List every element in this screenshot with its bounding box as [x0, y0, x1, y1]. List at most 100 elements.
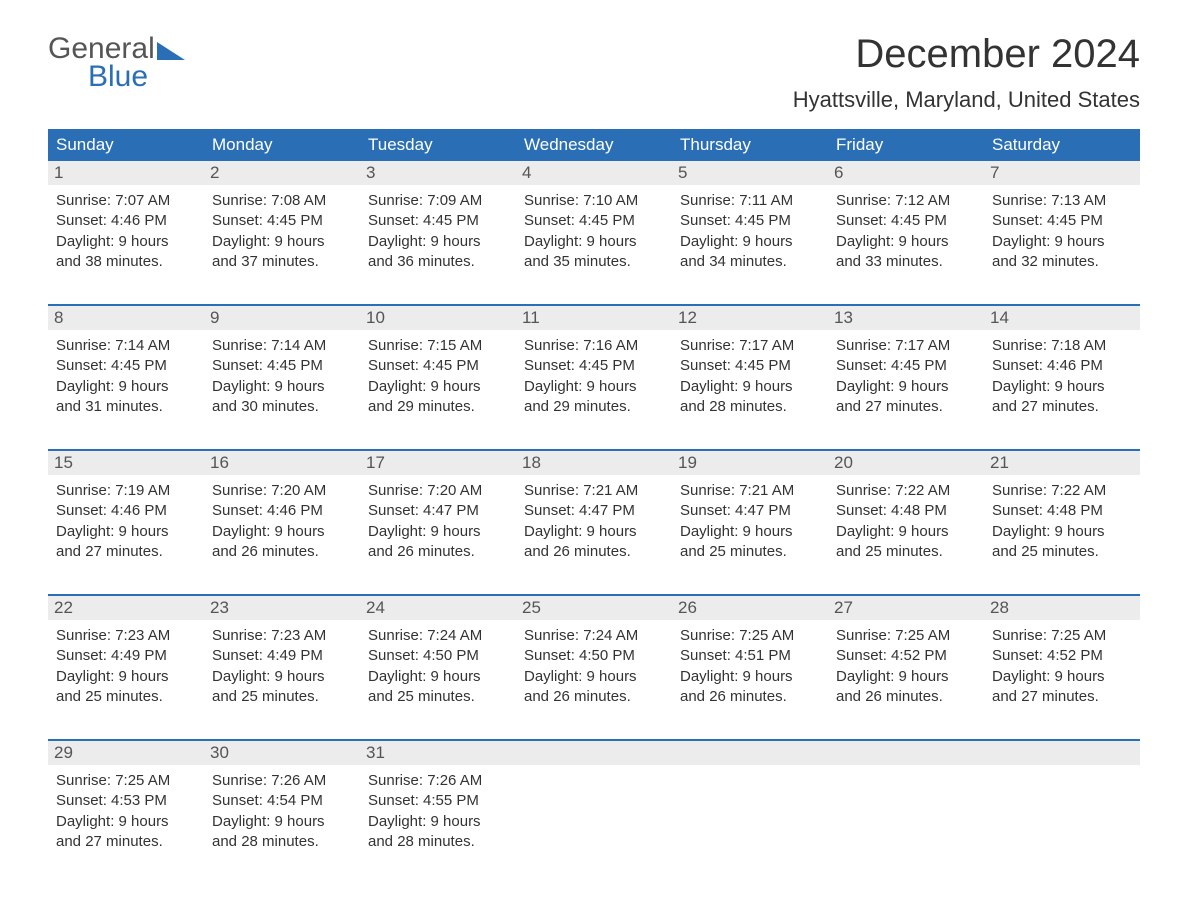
daylight-line2: and 25 minutes. — [836, 542, 976, 562]
day-number: 30 — [204, 741, 360, 765]
sunset-text: Sunset: 4:52 PM — [836, 646, 976, 666]
sunrise-text: Sunrise: 7:25 AM — [992, 626, 1132, 646]
day-content: Sunrise: 7:18 AMSunset: 4:46 PMDaylight:… — [984, 330, 1140, 417]
sunrise-text: Sunrise: 7:19 AM — [56, 481, 196, 501]
day-header: Sunday — [48, 129, 204, 161]
day-cell: 24Sunrise: 7:24 AMSunset: 4:50 PMDayligh… — [360, 596, 516, 719]
logo: General Blue — [48, 32, 185, 94]
day-number: 16 — [204, 451, 360, 475]
day-number: 6 — [828, 161, 984, 185]
day-content: Sunrise: 7:20 AMSunset: 4:47 PMDaylight:… — [360, 475, 516, 562]
day-number: 14 — [984, 306, 1140, 330]
daylight-line2: and 26 minutes. — [680, 687, 820, 707]
week-row: 22Sunrise: 7:23 AMSunset: 4:49 PMDayligh… — [48, 594, 1140, 719]
day-content: Sunrise: 7:24 AMSunset: 4:50 PMDaylight:… — [360, 620, 516, 707]
sunset-text: Sunset: 4:46 PM — [212, 501, 352, 521]
sunset-text: Sunset: 4:48 PM — [836, 501, 976, 521]
daylight-line1: Daylight: 9 hours — [680, 522, 820, 542]
sunrise-text: Sunrise: 7:24 AM — [368, 626, 508, 646]
day-header: Wednesday — [516, 129, 672, 161]
day-number: 10 — [360, 306, 516, 330]
daylight-line1: Daylight: 9 hours — [212, 232, 352, 252]
week-row: 29Sunrise: 7:25 AMSunset: 4:53 PMDayligh… — [48, 739, 1140, 864]
sunrise-text: Sunrise: 7:14 AM — [56, 336, 196, 356]
day-content: Sunrise: 7:10 AMSunset: 4:45 PMDaylight:… — [516, 185, 672, 272]
day-content: Sunrise: 7:25 AMSunset: 4:52 PMDaylight:… — [828, 620, 984, 707]
day-number: 18 — [516, 451, 672, 475]
daylight-line1: Daylight: 9 hours — [56, 232, 196, 252]
daylight-line2: and 25 minutes. — [212, 687, 352, 707]
sunrise-text: Sunrise: 7:26 AM — [368, 771, 508, 791]
day-content: Sunrise: 7:08 AMSunset: 4:45 PMDaylight:… — [204, 185, 360, 272]
day-cell: 15Sunrise: 7:19 AMSunset: 4:46 PMDayligh… — [48, 451, 204, 574]
day-cell: 5Sunrise: 7:11 AMSunset: 4:45 PMDaylight… — [672, 161, 828, 284]
sunset-text: Sunset: 4:45 PM — [680, 356, 820, 376]
sunrise-text: Sunrise: 7:16 AM — [524, 336, 664, 356]
daylight-line2: and 28 minutes. — [680, 397, 820, 417]
daylight-line1: Daylight: 9 hours — [56, 377, 196, 397]
day-cell: 18Sunrise: 7:21 AMSunset: 4:47 PMDayligh… — [516, 451, 672, 574]
day-cell: 8Sunrise: 7:14 AMSunset: 4:45 PMDaylight… — [48, 306, 204, 429]
sunrise-text: Sunrise: 7:18 AM — [992, 336, 1132, 356]
sunrise-text: Sunrise: 7:21 AM — [680, 481, 820, 501]
day-number: 9 — [204, 306, 360, 330]
sunrise-text: Sunrise: 7:21 AM — [524, 481, 664, 501]
daylight-line1: Daylight: 9 hours — [368, 232, 508, 252]
day-cell: 9Sunrise: 7:14 AMSunset: 4:45 PMDaylight… — [204, 306, 360, 429]
daylight-line1: Daylight: 9 hours — [836, 377, 976, 397]
sunset-text: Sunset: 4:45 PM — [524, 211, 664, 231]
page-header: General Blue December 2024 Hyattsville, … — [48, 32, 1140, 113]
daylight-line2: and 26 minutes. — [212, 542, 352, 562]
daylight-line1: Daylight: 9 hours — [836, 522, 976, 542]
sunset-text: Sunset: 4:54 PM — [212, 791, 352, 811]
sunset-text: Sunset: 4:49 PM — [56, 646, 196, 666]
day-cell: 25Sunrise: 7:24 AMSunset: 4:50 PMDayligh… — [516, 596, 672, 719]
day-number: 3 — [360, 161, 516, 185]
day-cell: 20Sunrise: 7:22 AMSunset: 4:48 PMDayligh… — [828, 451, 984, 574]
day-cell: 10Sunrise: 7:15 AMSunset: 4:45 PMDayligh… — [360, 306, 516, 429]
sunset-text: Sunset: 4:45 PM — [212, 356, 352, 376]
day-cell: 11Sunrise: 7:16 AMSunset: 4:45 PMDayligh… — [516, 306, 672, 429]
day-number — [672, 741, 828, 765]
daylight-line1: Daylight: 9 hours — [524, 522, 664, 542]
sunset-text: Sunset: 4:50 PM — [368, 646, 508, 666]
sunset-text: Sunset: 4:47 PM — [368, 501, 508, 521]
daylight-line1: Daylight: 9 hours — [212, 377, 352, 397]
sunrise-text: Sunrise: 7:22 AM — [836, 481, 976, 501]
logo-word-blue: Blue — [88, 60, 148, 94]
sunrise-text: Sunrise: 7:24 AM — [524, 626, 664, 646]
daylight-line2: and 26 minutes. — [524, 687, 664, 707]
day-cell: 19Sunrise: 7:21 AMSunset: 4:47 PMDayligh… — [672, 451, 828, 574]
day-cell: 13Sunrise: 7:17 AMSunset: 4:45 PMDayligh… — [828, 306, 984, 429]
day-content: Sunrise: 7:25 AMSunset: 4:51 PMDaylight:… — [672, 620, 828, 707]
daylight-line2: and 27 minutes. — [992, 687, 1132, 707]
day-number: 13 — [828, 306, 984, 330]
daylight-line2: and 25 minutes. — [368, 687, 508, 707]
day-number: 22 — [48, 596, 204, 620]
daylight-line1: Daylight: 9 hours — [992, 232, 1132, 252]
day-content: Sunrise: 7:13 AMSunset: 4:45 PMDaylight:… — [984, 185, 1140, 272]
daylight-line1: Daylight: 9 hours — [212, 667, 352, 687]
weeks-container: 1Sunrise: 7:07 AMSunset: 4:46 PMDaylight… — [48, 161, 1140, 864]
sunrise-text: Sunrise: 7:17 AM — [680, 336, 820, 356]
daylight-line2: and 25 minutes. — [680, 542, 820, 562]
day-content: Sunrise: 7:12 AMSunset: 4:45 PMDaylight:… — [828, 185, 984, 272]
sunrise-text: Sunrise: 7:11 AM — [680, 191, 820, 211]
day-content: Sunrise: 7:23 AMSunset: 4:49 PMDaylight:… — [48, 620, 204, 707]
daylight-line2: and 27 minutes. — [836, 397, 976, 417]
day-number — [984, 741, 1140, 765]
daylight-line1: Daylight: 9 hours — [524, 667, 664, 687]
week-row: 15Sunrise: 7:19 AMSunset: 4:46 PMDayligh… — [48, 449, 1140, 574]
day-number: 23 — [204, 596, 360, 620]
sunset-text: Sunset: 4:45 PM — [836, 211, 976, 231]
day-content: Sunrise: 7:23 AMSunset: 4:49 PMDaylight:… — [204, 620, 360, 707]
daylight-line2: and 27 minutes. — [56, 542, 196, 562]
daylight-line1: Daylight: 9 hours — [368, 522, 508, 542]
daylight-line2: and 31 minutes. — [56, 397, 196, 417]
week-row: 8Sunrise: 7:14 AMSunset: 4:45 PMDaylight… — [48, 304, 1140, 429]
day-number: 26 — [672, 596, 828, 620]
sunrise-text: Sunrise: 7:10 AM — [524, 191, 664, 211]
sunrise-text: Sunrise: 7:25 AM — [836, 626, 976, 646]
daylight-line1: Daylight: 9 hours — [680, 377, 820, 397]
day-cell: 4Sunrise: 7:10 AMSunset: 4:45 PMDaylight… — [516, 161, 672, 284]
